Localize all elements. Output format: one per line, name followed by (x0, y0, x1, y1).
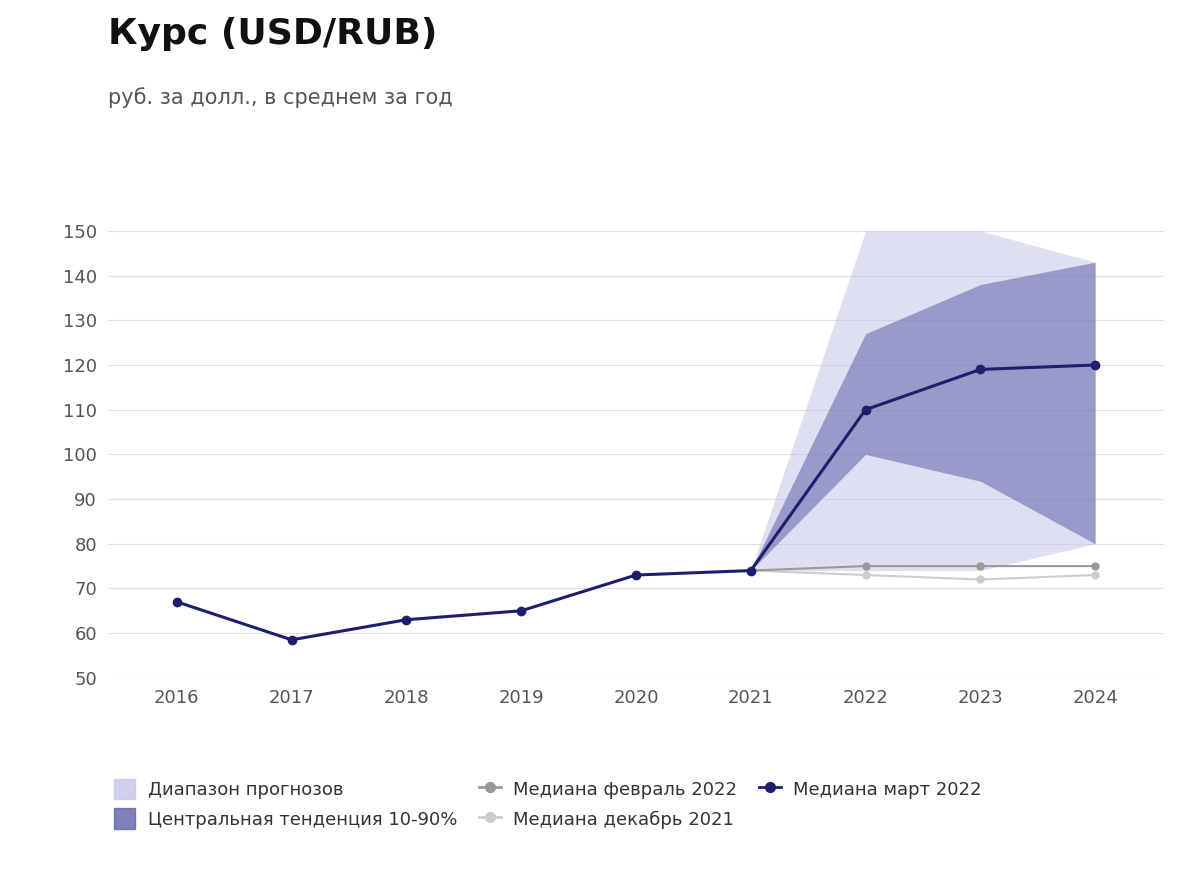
Text: руб. за долл., в среднем за год: руб. за долл., в среднем за год (108, 87, 452, 108)
Legend: Диапазон прогнозов, Центральная тенденция 10-90%, Медиана февраль 2022, Медиана : Диапазон прогнозов, Центральная тенденци… (107, 772, 989, 837)
Text: Курс (USD/RUB): Курс (USD/RUB) (108, 17, 437, 51)
